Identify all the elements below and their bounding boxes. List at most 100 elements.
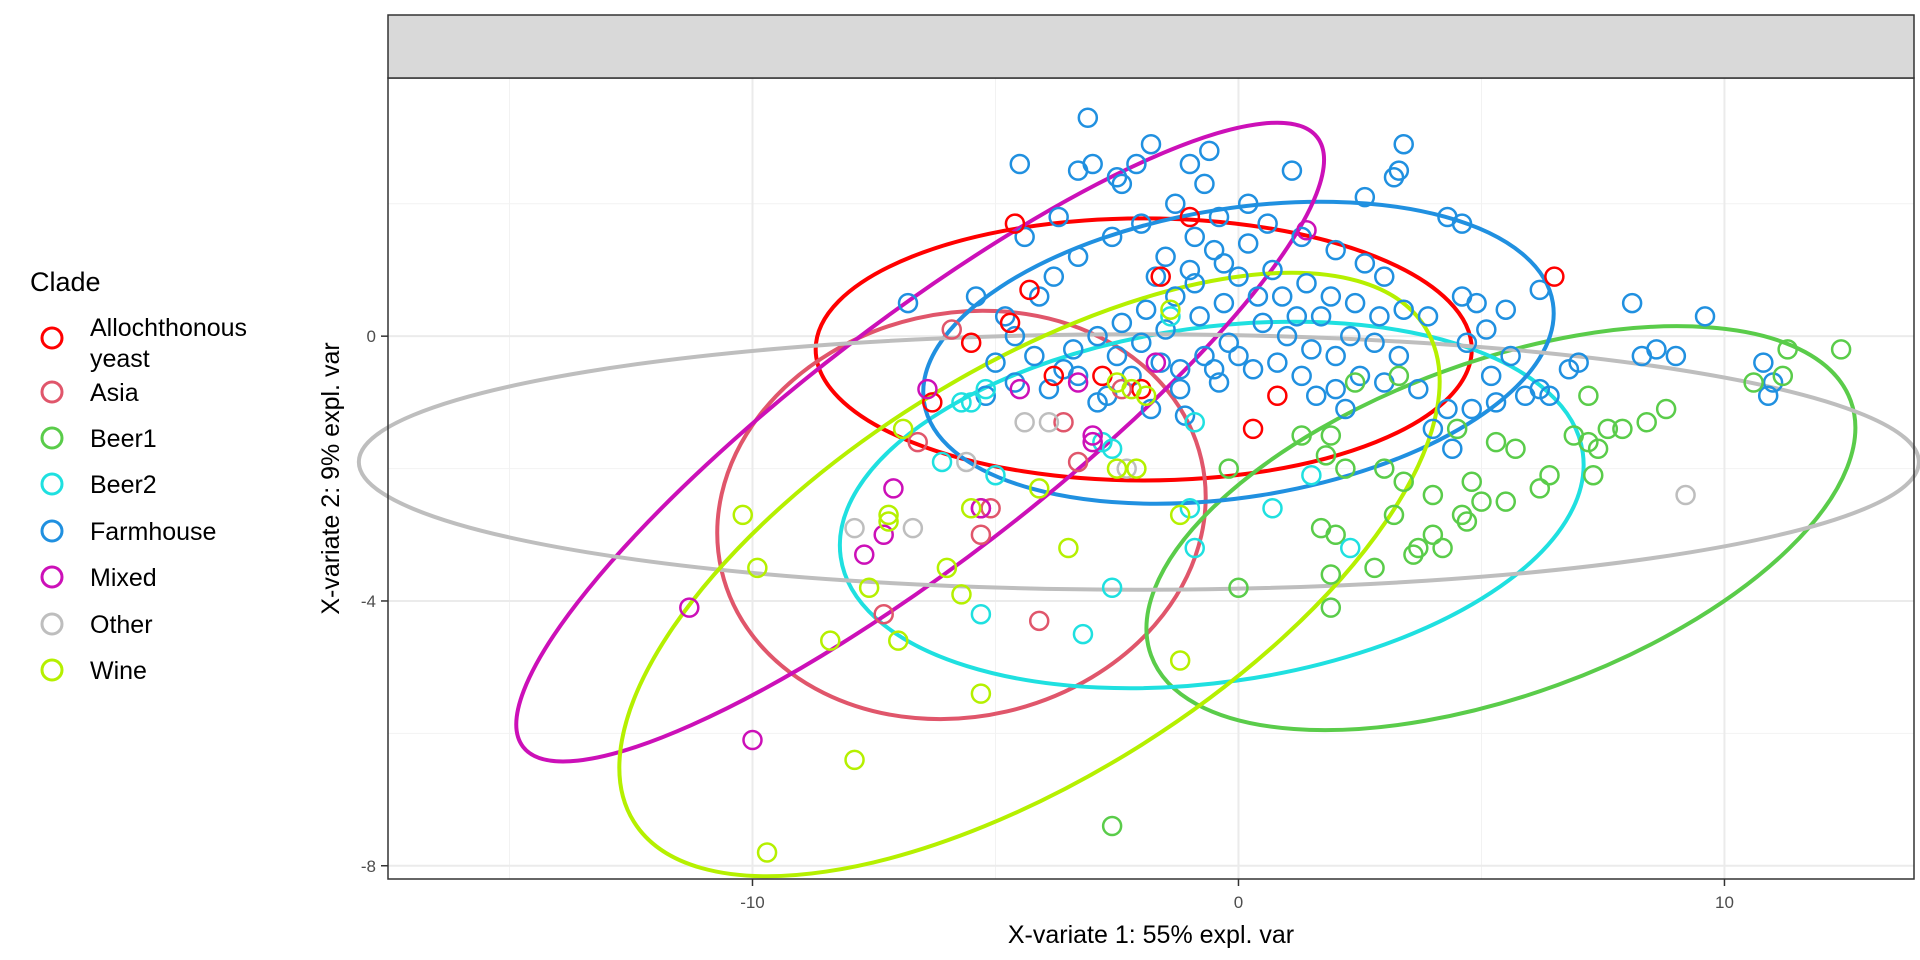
point-farmhouse	[1213, 292, 1235, 314]
x-axis-title: X-variate 1: 55% expl. var	[1008, 921, 1294, 949]
point-farmhouse	[1301, 339, 1322, 360]
legend: Clade Allochthonous yeast Asia Beer1 Beer2 Fa…	[30, 267, 247, 685]
point-farmhouse	[1262, 259, 1283, 281]
point-wine	[878, 504, 899, 526]
point-farmhouse	[1354, 253, 1376, 274]
point-beer1	[1456, 511, 1478, 532]
point-farmhouse	[1106, 345, 1128, 367]
point-allochthonous-yeast	[960, 332, 982, 354]
point-farmhouse	[1194, 345, 1215, 367]
point-other	[1116, 458, 1137, 479]
point-farmhouse	[1291, 365, 1312, 387]
point-mixed	[679, 597, 700, 618]
point-farmhouse	[1009, 153, 1031, 175]
point-wine	[747, 557, 768, 579]
point-farmhouse	[1252, 312, 1274, 334]
point-farmhouse	[1388, 345, 1410, 367]
point-wine	[960, 498, 982, 519]
legend-label-mixed: Mixed	[90, 564, 157, 592]
point-other	[1675, 484, 1696, 506]
point-farmhouse	[1757, 385, 1779, 407]
ellipse-group	[617, 270, 1442, 879]
point-farmhouse	[1451, 286, 1473, 307]
point-beer1	[1403, 544, 1424, 565]
point-beer1	[1364, 557, 1385, 579]
point-wine	[1135, 385, 1157, 407]
y-tick-label: -8	[361, 857, 376, 876]
point-beer1	[1777, 339, 1798, 360]
point-farmhouse	[1165, 286, 1186, 307]
legend-key-farmhouse	[40, 519, 64, 543]
point-farmhouse	[1325, 378, 1346, 400]
facet-strip	[387, 14, 1915, 79]
point-beer2	[1072, 623, 1094, 645]
point-farmhouse	[1038, 378, 1060, 400]
legend-label-wine: Wine	[90, 657, 147, 685]
point-other	[844, 517, 865, 539]
point-beer1	[1587, 438, 1609, 459]
legend-key-asia	[40, 380, 64, 404]
point-beer1	[1291, 425, 1312, 446]
point-beer1	[1388, 365, 1410, 387]
point-farmhouse	[1087, 392, 1108, 413]
point-farmhouse	[1184, 226, 1205, 248]
point-farmhouse	[1500, 345, 1521, 367]
point-beer1	[1446, 418, 1468, 440]
point-wine	[819, 630, 841, 651]
point-beer2	[985, 464, 1006, 486]
point-farmhouse	[1208, 206, 1230, 228]
point-farmhouse	[1131, 213, 1152, 234]
point-farmhouse	[1271, 286, 1293, 307]
y-tick-label: -4	[361, 592, 376, 611]
y-tick-label: 0	[367, 327, 376, 346]
point-beer2	[975, 378, 997, 400]
point-farmhouse	[1247, 286, 1269, 307]
point-wine	[756, 842, 778, 863]
legend-label-beer1: Beer1	[90, 425, 157, 453]
point-beer1	[1597, 418, 1619, 440]
ellipse-mixed	[514, 120, 1326, 764]
point-allochthonous-yeast	[1004, 213, 1026, 234]
point-farmhouse	[1485, 392, 1507, 413]
point-farmhouse	[1325, 345, 1346, 367]
point-farmhouse	[1281, 160, 1303, 181]
point-farmhouse	[1646, 339, 1667, 360]
legend-key-other	[40, 612, 64, 636]
point-beer1	[1315, 445, 1337, 466]
point-farmhouse	[1568, 352, 1589, 373]
point-beer1	[1422, 524, 1444, 546]
point-asia	[1028, 610, 1050, 632]
point-beer1	[1422, 484, 1444, 506]
point-beer1	[1743, 372, 1764, 393]
point-farmhouse	[1043, 266, 1065, 287]
point-mixed	[970, 498, 992, 519]
point-farmhouse	[1320, 286, 1342, 307]
point-allochthonous-yeast	[1267, 385, 1288, 407]
point-farmhouse	[1087, 325, 1108, 347]
point-farmhouse	[1286, 306, 1308, 327]
point-mixed	[1296, 220, 1317, 241]
point-farmhouse	[1165, 193, 1186, 215]
legend-label-beer2: Beer2	[90, 471, 157, 499]
point-farmhouse	[1257, 213, 1278, 234]
point-beer1	[1485, 431, 1507, 453]
point-farmhouse	[1539, 385, 1560, 407]
point-beer2	[1184, 411, 1205, 433]
point-allochthonous-yeast	[1242, 418, 1264, 440]
x-tick-label: 10	[1715, 893, 1734, 912]
point-asia	[873, 603, 894, 625]
point-wine	[732, 504, 754, 526]
point-wine	[1169, 504, 1191, 526]
point-mixed	[873, 524, 894, 546]
legend-title: Clade	[30, 267, 101, 297]
point-wine	[844, 749, 865, 771]
point-beer1	[1228, 577, 1249, 598]
point-wine	[878, 511, 899, 532]
legend-key-beer1	[40, 426, 64, 450]
point-farmhouse	[1242, 359, 1264, 380]
point-mixed	[1009, 378, 1031, 400]
point-farmhouse	[1276, 325, 1298, 347]
point-farmhouse	[1310, 306, 1332, 327]
point-wine	[1126, 458, 1147, 479]
point-farmhouse	[1203, 239, 1225, 261]
